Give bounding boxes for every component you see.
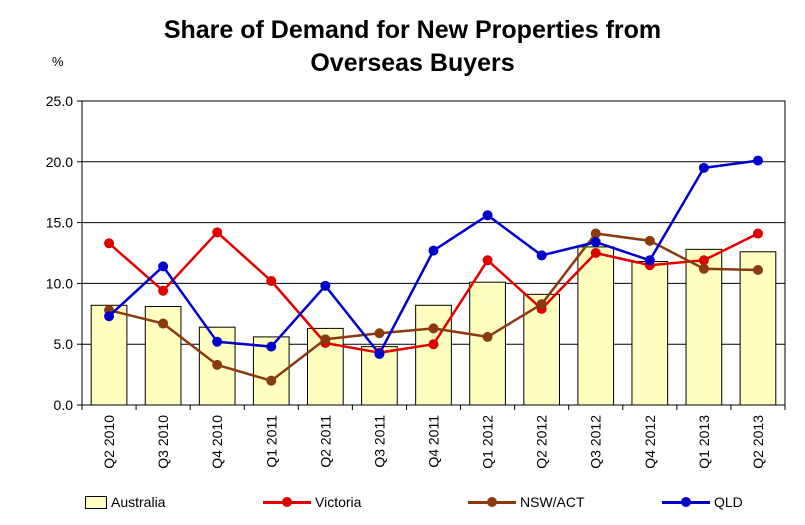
y-tick-label: 20.0 — [46, 154, 73, 170]
y-tick-label: 15.0 — [46, 215, 73, 231]
legend-swatch-victoria — [263, 496, 311, 508]
chart-title-line-1: Share of Demand for New Properties from — [163, 16, 662, 44]
point-qld-q2-2012 — [536, 250, 547, 261]
point-qld-q4-2011 — [428, 245, 439, 256]
point-victoria-q1-2013 — [698, 255, 709, 266]
x-tick-label-q3-2011: Q3 2011 — [371, 415, 387, 468]
point-nsw-act-q1-2013 — [698, 263, 709, 274]
bar-australia-q1-2012 — [469, 281, 506, 406]
y-axis-unit: % — [52, 54, 64, 69]
point-nsw-act-q3-2010 — [158, 318, 169, 329]
point-qld-q2-2013 — [752, 155, 763, 166]
chart-legend: Australia Victoria NSW/ACT QLD — [0, 491, 805, 515]
legend-item-nsw-act: NSW/ACT — [468, 491, 585, 513]
x-tick-label-q2-2011: Q2 2011 — [317, 415, 333, 468]
point-nsw-act-q1-2012 — [482, 331, 493, 342]
point-nsw-act-q2-2011 — [320, 334, 331, 345]
legend-item-qld: QLD — [662, 491, 743, 513]
x-tick-label-q4-2010: Q4 2010 — [209, 415, 225, 469]
point-nsw-act-q3-2011 — [374, 328, 385, 339]
point-qld-q3-2012 — [590, 237, 601, 248]
point-qld-q1-2011 — [266, 341, 277, 352]
x-tick-label-q1-2011: Q1 2011 — [263, 415, 279, 468]
legend-label-nsw-act: NSW/ACT — [520, 494, 585, 510]
legend-item-australia: Australia — [85, 491, 165, 513]
point-victoria-q4-2010 — [212, 227, 223, 238]
point-victoria-q3-2012 — [590, 248, 601, 258]
point-nsw-act-q4-2011 — [428, 323, 439, 334]
bar-australia-q4-2012 — [631, 261, 669, 406]
legend-swatch-nsw-act — [468, 496, 516, 508]
x-tick-label-q1-2012: Q1 2012 — [480, 415, 496, 469]
point-nsw-act-q4-2012 — [644, 235, 655, 246]
bar-australia-q3-2012 — [577, 246, 615, 406]
x-tick-label-q4-2012: Q4 2012 — [642, 415, 658, 469]
x-tick-label-q2-2010: Q2 2010 — [101, 415, 117, 469]
chart-plot: 0.0 5.0 10.0 15.0 20.0 25.0 Q2 2010 Q3 2010 Q4 2… — [46, 93, 786, 469]
point-qld-q4-2010 — [212, 336, 223, 347]
point-victoria-q4-2011 — [428, 339, 439, 350]
bar-australia-q1-2013 — [685, 248, 723, 406]
bar-australia-q3-2011 — [361, 346, 398, 406]
legend-label-qld: QLD — [714, 494, 743, 510]
legend-label-victoria: Victoria — [315, 494, 362, 510]
legend-swatch-australia — [85, 495, 107, 509]
point-nsw-act-q1-2011 — [266, 375, 277, 386]
plot-frame — [81, 100, 786, 406]
point-nsw-act-q2-2013 — [752, 265, 763, 276]
point-victoria-q1-2011 — [266, 275, 277, 286]
chart-title-line-2: Overseas Buyers — [310, 49, 515, 77]
point-qld-q1-2012 — [482, 210, 493, 221]
point-nsw-act-q3-2012 — [590, 228, 601, 239]
point-qld-q3-2010 — [158, 261, 169, 272]
x-tick-label-q3-2010: Q3 2010 — [155, 415, 171, 469]
y-tick-label: 5.0 — [54, 336, 74, 352]
legend-label-australia: Australia — [111, 494, 166, 510]
legend-item-victoria: Victoria — [263, 491, 361, 513]
point-qld-q2-2011 — [320, 280, 331, 291]
chart-title: Share of Demand for New Properties from … — [60, 14, 765, 80]
point-nsw-act-q2-2012 — [536, 299, 547, 310]
bar-australia-q2-2010 — [90, 304, 128, 406]
point-victoria-q3-2010 — [158, 285, 169, 296]
x-tick-label-q2-2012: Q2 2012 — [534, 415, 550, 469]
point-qld-q1-2013 — [698, 162, 709, 173]
y-tick-label: 25.0 — [46, 93, 73, 109]
x-tick-label-q2-2013: Q2 2013 — [750, 415, 766, 469]
x-tick-label-q3-2012: Q3 2012 — [588, 415, 604, 469]
y-tick-label: 0.0 — [54, 397, 74, 413]
legend-swatch-qld — [662, 496, 710, 508]
x-tick-label-q4-2011: Q4 2011 — [426, 415, 442, 468]
point-qld-q2-2010 — [104, 311, 115, 322]
point-victoria-q1-2012 — [482, 255, 493, 266]
point-qld-q4-2012 — [644, 255, 655, 266]
bar-australia-q4-2011 — [415, 304, 452, 406]
y-tick-label: 10.0 — [46, 275, 73, 291]
point-nsw-act-q4-2010 — [212, 359, 223, 370]
point-victoria-q2-2010 — [104, 238, 115, 249]
point-victoria-q2-2013 — [752, 228, 763, 239]
point-qld-q3-2011 — [374, 348, 385, 359]
x-tick-label-q1-2013: Q1 2013 — [696, 415, 712, 469]
